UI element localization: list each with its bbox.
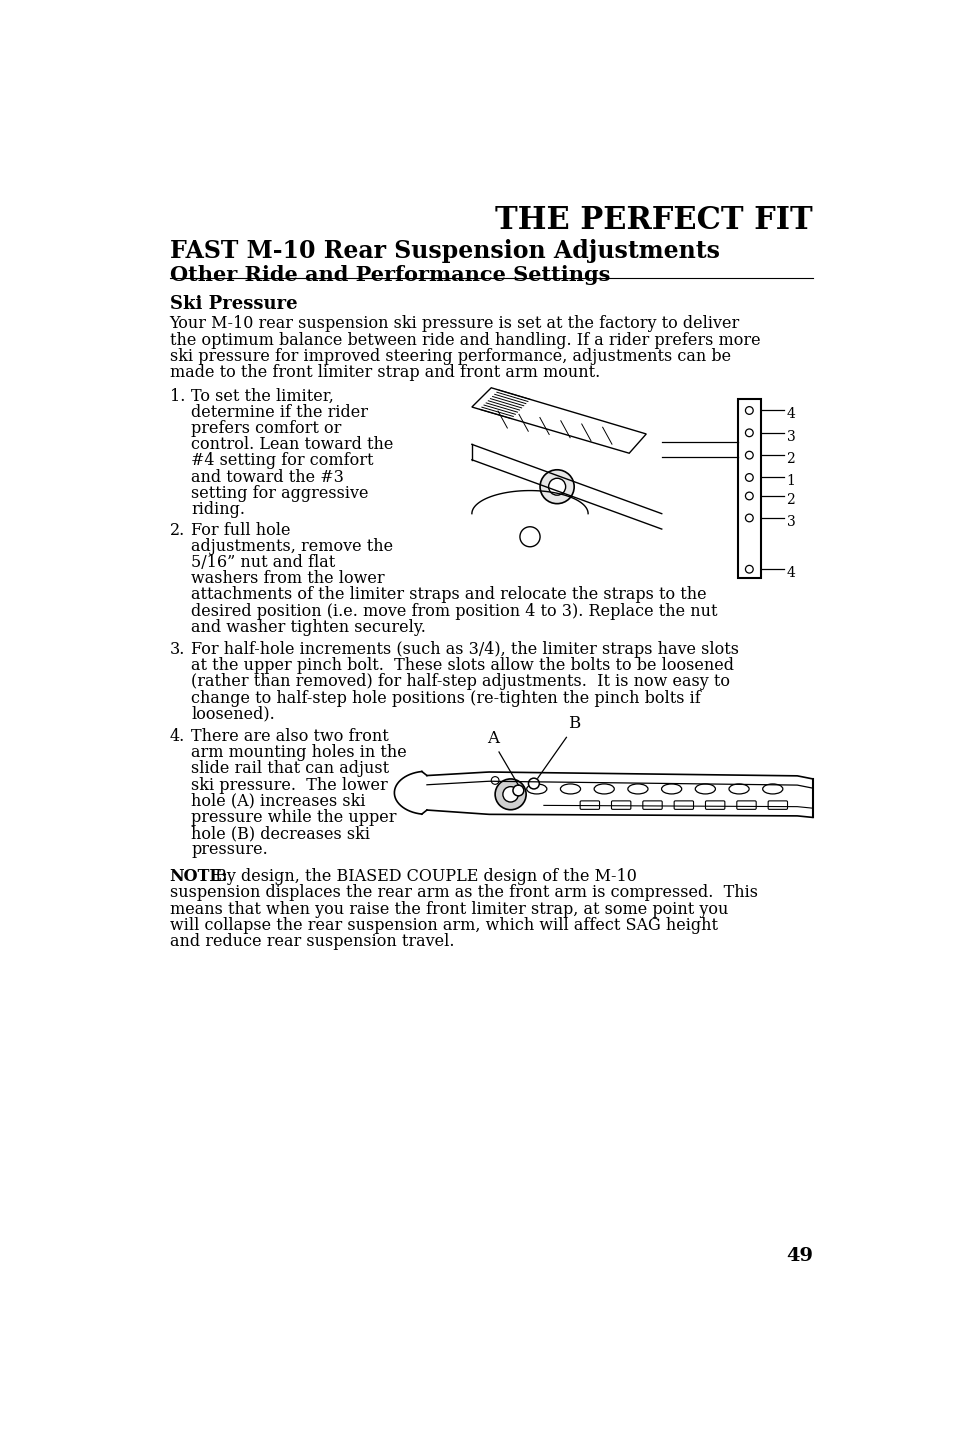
Circle shape: [744, 566, 753, 573]
Text: Your M-10 rear suspension ski pressure is set at the factory to deliver: Your M-10 rear suspension ski pressure i…: [170, 316, 740, 333]
Text: 1: 1: [785, 474, 795, 489]
Text: the optimum balance between ride and handling. If a rider prefers more: the optimum balance between ride and han…: [170, 332, 760, 349]
Text: 3: 3: [785, 515, 795, 529]
Text: NOTE:: NOTE:: [170, 868, 228, 885]
FancyBboxPatch shape: [704, 801, 724, 810]
Ellipse shape: [627, 784, 647, 794]
Text: 3.: 3.: [170, 641, 185, 659]
Text: and reduce rear suspension travel.: and reduce rear suspension travel.: [170, 933, 454, 949]
Text: ski pressure.  The lower: ski pressure. The lower: [192, 776, 388, 794]
Circle shape: [502, 787, 517, 803]
FancyBboxPatch shape: [611, 801, 630, 810]
Ellipse shape: [660, 784, 681, 794]
Text: 3: 3: [785, 430, 795, 443]
Circle shape: [744, 474, 753, 481]
Circle shape: [548, 478, 565, 496]
Text: THE PERFECT FIT: THE PERFECT FIT: [495, 205, 812, 236]
Text: and toward the #3: and toward the #3: [192, 468, 344, 486]
Circle shape: [744, 429, 753, 436]
Ellipse shape: [594, 784, 614, 794]
Text: hole (A) increases ski: hole (A) increases ski: [192, 792, 365, 810]
Text: Ski Pressure: Ski Pressure: [170, 295, 297, 314]
Ellipse shape: [695, 784, 715, 794]
Circle shape: [744, 451, 753, 459]
Text: will collapse the rear suspension arm, which will affect SAG height: will collapse the rear suspension arm, w…: [170, 917, 717, 933]
Text: (rather than removed) for half-step adjustments.  It is now easy to: (rather than removed) for half-step adju…: [192, 673, 730, 691]
FancyBboxPatch shape: [674, 801, 693, 810]
Text: B: B: [567, 715, 579, 731]
Text: 4: 4: [785, 566, 795, 580]
Text: washers from the lower: washers from the lower: [192, 570, 385, 587]
Circle shape: [528, 778, 538, 790]
Text: loosened).: loosened).: [192, 705, 274, 723]
Circle shape: [744, 407, 753, 414]
Text: To set the limiter,: To set the limiter,: [192, 388, 334, 404]
Circle shape: [519, 526, 539, 547]
Polygon shape: [472, 388, 645, 454]
Text: suspension displaces the rear arm as the front arm is compressed.  This: suspension displaces the rear arm as the…: [170, 884, 757, 901]
FancyBboxPatch shape: [579, 801, 598, 810]
Text: 2: 2: [785, 452, 795, 467]
Text: at the upper pinch bolt.  These slots allow the bolts to be loosened: at the upper pinch bolt. These slots all…: [192, 657, 734, 675]
Text: 4.: 4.: [170, 728, 185, 744]
Text: determine if the rider: determine if the rider: [192, 404, 368, 422]
FancyBboxPatch shape: [642, 801, 661, 810]
Text: adjustments, remove the: adjustments, remove the: [192, 538, 393, 555]
Bar: [737, 400, 760, 577]
Text: desired position (i.e. move from position 4 to 3). Replace the nut: desired position (i.e. move from positio…: [192, 602, 717, 619]
Text: Other Ride and Performance Settings: Other Ride and Performance Settings: [170, 265, 609, 285]
Ellipse shape: [728, 784, 748, 794]
Text: hole (B) decreases ski: hole (B) decreases ski: [192, 824, 370, 842]
Text: FAST M-10 Rear Suspension Adjustments: FAST M-10 Rear Suspension Adjustments: [170, 238, 719, 263]
Circle shape: [744, 491, 753, 500]
Text: 5/16” nut and flat: 5/16” nut and flat: [192, 554, 335, 571]
Circle shape: [495, 779, 525, 810]
Ellipse shape: [559, 784, 580, 794]
FancyBboxPatch shape: [767, 801, 786, 810]
Text: pressure.: pressure.: [192, 842, 268, 858]
Text: control. Lean toward the: control. Lean toward the: [192, 436, 394, 454]
Text: 4: 4: [785, 407, 795, 422]
Text: For full hole: For full hole: [192, 522, 291, 539]
Text: 49: 49: [785, 1246, 812, 1265]
Circle shape: [744, 515, 753, 522]
Ellipse shape: [761, 784, 782, 794]
Circle shape: [513, 785, 523, 795]
Text: 1.: 1.: [170, 388, 185, 404]
Text: riding.: riding.: [192, 502, 245, 518]
Text: For half-hole increments (such as 3/4), the limiter straps have slots: For half-hole increments (such as 3/4), …: [192, 641, 739, 659]
Text: made to the front limiter strap and front arm mount.: made to the front limiter strap and fron…: [170, 364, 599, 381]
Text: attachments of the limiter straps and relocate the straps to the: attachments of the limiter straps and re…: [192, 586, 706, 603]
Text: change to half-step hole positions (re-tighten the pinch bolts if: change to half-step hole positions (re-t…: [192, 689, 700, 707]
Text: pressure while the upper: pressure while the upper: [192, 808, 396, 826]
Text: #4 setting for comfort: #4 setting for comfort: [192, 452, 374, 470]
Text: and washer tighten securely.: and washer tighten securely.: [192, 619, 426, 635]
Text: slide rail that can adjust: slide rail that can adjust: [192, 760, 389, 778]
Ellipse shape: [526, 784, 546, 794]
Text: By design, the BIASED COUPLE design of the M-10: By design, the BIASED COUPLE design of t…: [210, 868, 637, 885]
Circle shape: [491, 776, 498, 784]
Text: ski pressure for improved steering performance, adjustments can be: ski pressure for improved steering perfo…: [170, 348, 730, 365]
FancyBboxPatch shape: [736, 801, 756, 810]
Text: setting for aggressive: setting for aggressive: [192, 484, 369, 502]
Circle shape: [539, 470, 574, 503]
Text: 2: 2: [785, 493, 795, 507]
Text: arm mounting holes in the: arm mounting holes in the: [192, 744, 407, 762]
Text: A: A: [487, 730, 499, 746]
Text: There are also two front: There are also two front: [192, 728, 389, 744]
Text: prefers comfort or: prefers comfort or: [192, 420, 341, 438]
Text: 2.: 2.: [170, 522, 185, 539]
Text: means that when you raise the front limiter strap, at some point you: means that when you raise the front limi…: [170, 900, 727, 917]
